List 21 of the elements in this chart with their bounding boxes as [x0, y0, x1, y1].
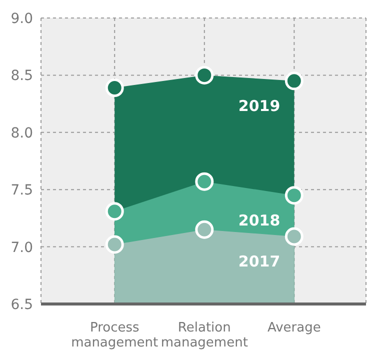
series-label: 2019 — [238, 96, 280, 115]
series-label: 2018 — [238, 211, 280, 230]
x-tick-label: Average — [267, 320, 321, 336]
point — [195, 66, 214, 84]
y-tick-label: 8.0 — [10, 125, 33, 142]
x-tick-label: Relation management — [160, 320, 248, 351]
y-tick-label: 7.5 — [10, 182, 33, 199]
point — [195, 172, 214, 191]
point — [284, 227, 304, 246]
y-tick-label: 7.0 — [10, 240, 33, 256]
point — [105, 202, 124, 221]
point — [195, 220, 214, 239]
y-tick-label: 9.0 — [10, 10, 33, 27]
y-tick-label: 8.5 — [10, 68, 33, 84]
y-tick-label: 6.5 — [10, 296, 33, 313]
x-tick-label: Process management — [71, 320, 158, 351]
point — [284, 72, 304, 90]
point — [105, 78, 124, 98]
point — [284, 186, 304, 205]
series-label: 2017 — [238, 252, 280, 271]
point — [105, 235, 124, 254]
